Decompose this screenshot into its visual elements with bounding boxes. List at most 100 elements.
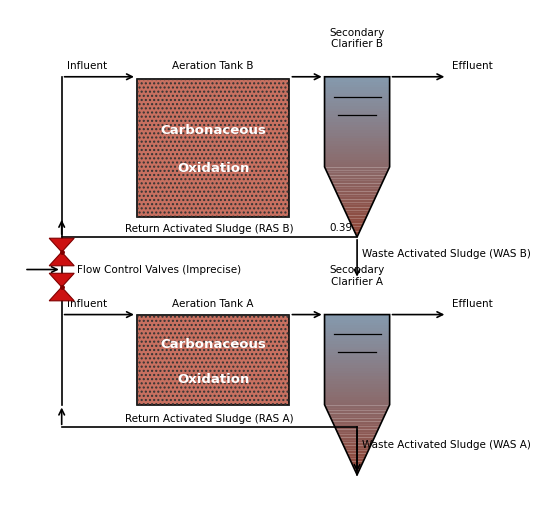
Polygon shape bbox=[325, 133, 389, 135]
Polygon shape bbox=[334, 424, 381, 427]
Polygon shape bbox=[325, 403, 389, 405]
Polygon shape bbox=[325, 157, 389, 159]
Polygon shape bbox=[325, 103, 389, 106]
Polygon shape bbox=[346, 451, 368, 454]
Polygon shape bbox=[325, 109, 389, 111]
Text: Secondary
Clarifier A: Secondary Clarifier A bbox=[329, 265, 384, 287]
Polygon shape bbox=[325, 120, 389, 122]
Polygon shape bbox=[325, 320, 389, 323]
Polygon shape bbox=[345, 448, 369, 451]
Polygon shape bbox=[49, 252, 74, 266]
Polygon shape bbox=[325, 357, 389, 360]
Polygon shape bbox=[350, 221, 364, 223]
Polygon shape bbox=[325, 371, 389, 373]
Polygon shape bbox=[347, 454, 367, 456]
Polygon shape bbox=[325, 162, 389, 165]
Polygon shape bbox=[325, 101, 389, 103]
Polygon shape bbox=[325, 141, 389, 144]
Polygon shape bbox=[337, 432, 377, 435]
Text: Waste Activated Sludge (WAS B): Waste Activated Sludge (WAS B) bbox=[362, 249, 531, 260]
Polygon shape bbox=[325, 381, 389, 384]
Polygon shape bbox=[325, 144, 389, 146]
Polygon shape bbox=[325, 165, 389, 167]
Polygon shape bbox=[333, 184, 382, 186]
Polygon shape bbox=[329, 413, 386, 416]
Text: Influent: Influent bbox=[67, 299, 107, 308]
Polygon shape bbox=[325, 360, 389, 362]
Text: Effluent: Effluent bbox=[452, 61, 493, 71]
Text: Carbonaceous: Carbonaceous bbox=[160, 338, 266, 351]
Polygon shape bbox=[336, 430, 378, 432]
Polygon shape bbox=[325, 400, 389, 403]
Polygon shape bbox=[325, 355, 389, 357]
Polygon shape bbox=[325, 387, 389, 389]
Polygon shape bbox=[330, 178, 384, 181]
Polygon shape bbox=[356, 472, 358, 475]
Polygon shape bbox=[49, 287, 74, 301]
Text: Carbonaceous: Carbonaceous bbox=[160, 124, 266, 137]
Polygon shape bbox=[325, 325, 389, 328]
Polygon shape bbox=[354, 469, 359, 472]
Polygon shape bbox=[325, 152, 389, 154]
Polygon shape bbox=[49, 273, 74, 287]
Polygon shape bbox=[325, 368, 389, 371]
Polygon shape bbox=[328, 173, 387, 176]
Polygon shape bbox=[356, 234, 358, 237]
Polygon shape bbox=[325, 352, 389, 355]
Polygon shape bbox=[325, 362, 389, 365]
Polygon shape bbox=[326, 170, 388, 173]
Polygon shape bbox=[325, 394, 389, 398]
Polygon shape bbox=[331, 419, 383, 421]
Polygon shape bbox=[325, 389, 389, 392]
Polygon shape bbox=[340, 437, 374, 440]
Text: Influent: Influent bbox=[67, 61, 107, 71]
Polygon shape bbox=[345, 210, 369, 213]
Polygon shape bbox=[325, 376, 389, 379]
Polygon shape bbox=[334, 186, 381, 189]
Polygon shape bbox=[325, 328, 389, 331]
Polygon shape bbox=[325, 344, 389, 347]
Polygon shape bbox=[325, 98, 389, 101]
Polygon shape bbox=[325, 405, 389, 408]
Polygon shape bbox=[325, 398, 389, 400]
Polygon shape bbox=[343, 445, 371, 448]
Polygon shape bbox=[325, 122, 389, 125]
Bar bbox=[137, 315, 290, 405]
Text: Flow Control Valves (Imprecise): Flow Control Valves (Imprecise) bbox=[76, 265, 241, 274]
Polygon shape bbox=[325, 135, 389, 138]
Polygon shape bbox=[325, 146, 389, 149]
Text: Effluent: Effluent bbox=[452, 299, 493, 308]
Polygon shape bbox=[352, 227, 362, 229]
Polygon shape bbox=[354, 232, 359, 234]
Text: Oxidation: Oxidation bbox=[177, 162, 249, 175]
Polygon shape bbox=[325, 331, 389, 333]
Polygon shape bbox=[325, 392, 389, 394]
Polygon shape bbox=[325, 315, 389, 317]
Polygon shape bbox=[325, 130, 389, 133]
Polygon shape bbox=[341, 202, 373, 205]
Polygon shape bbox=[325, 336, 389, 338]
Polygon shape bbox=[325, 82, 389, 85]
Text: Aeration Tank A: Aeration Tank A bbox=[172, 299, 254, 308]
Polygon shape bbox=[325, 125, 389, 127]
Polygon shape bbox=[325, 349, 389, 352]
Polygon shape bbox=[350, 459, 364, 462]
Polygon shape bbox=[343, 208, 371, 210]
Polygon shape bbox=[339, 435, 376, 437]
Polygon shape bbox=[346, 213, 368, 216]
Polygon shape bbox=[353, 467, 361, 469]
Polygon shape bbox=[325, 106, 389, 109]
Polygon shape bbox=[325, 96, 389, 98]
Polygon shape bbox=[337, 194, 377, 197]
Polygon shape bbox=[335, 427, 379, 430]
Polygon shape bbox=[347, 216, 367, 218]
Polygon shape bbox=[348, 456, 365, 459]
Polygon shape bbox=[325, 127, 389, 130]
Text: Secondary
Clarifier B: Secondary Clarifier B bbox=[329, 27, 384, 49]
Text: Return Activated Sludge (RAS A): Return Activated Sludge (RAS A) bbox=[125, 414, 294, 424]
Text: Oxidation: Oxidation bbox=[177, 373, 249, 386]
Polygon shape bbox=[348, 218, 365, 221]
Polygon shape bbox=[351, 223, 363, 227]
Polygon shape bbox=[325, 323, 389, 325]
Polygon shape bbox=[325, 111, 389, 114]
